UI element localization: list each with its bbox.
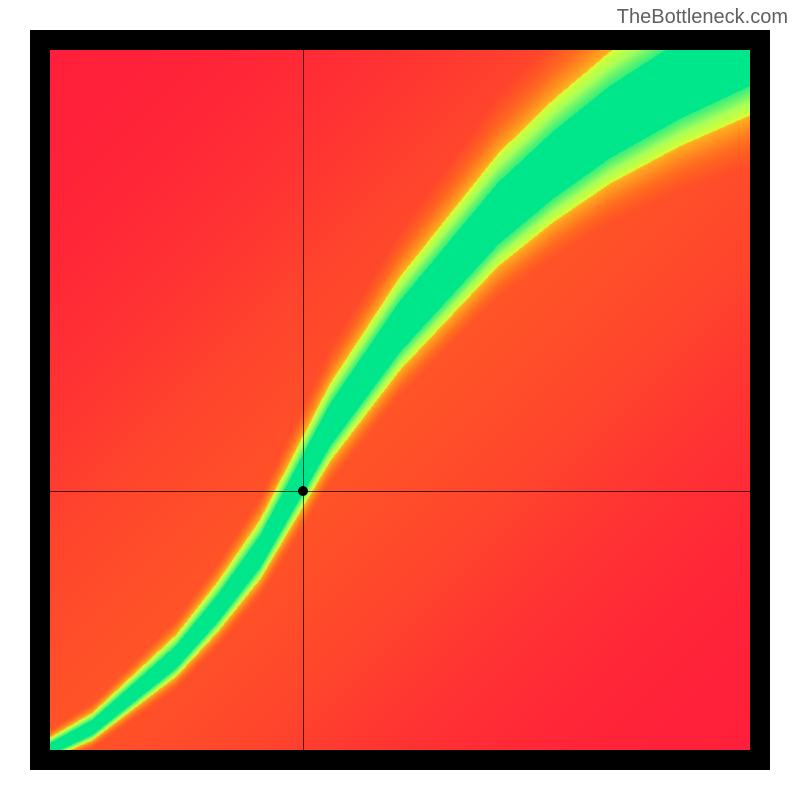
- watermark-text: TheBottleneck.com: [617, 6, 788, 29]
- plot-frame: [30, 30, 770, 770]
- heatmap-canvas: [50, 50, 750, 750]
- crosshair-vertical: [303, 50, 304, 750]
- container: TheBottleneck.com: [0, 0, 800, 800]
- crosshair-horizontal: [50, 491, 750, 492]
- data-point: [298, 486, 308, 496]
